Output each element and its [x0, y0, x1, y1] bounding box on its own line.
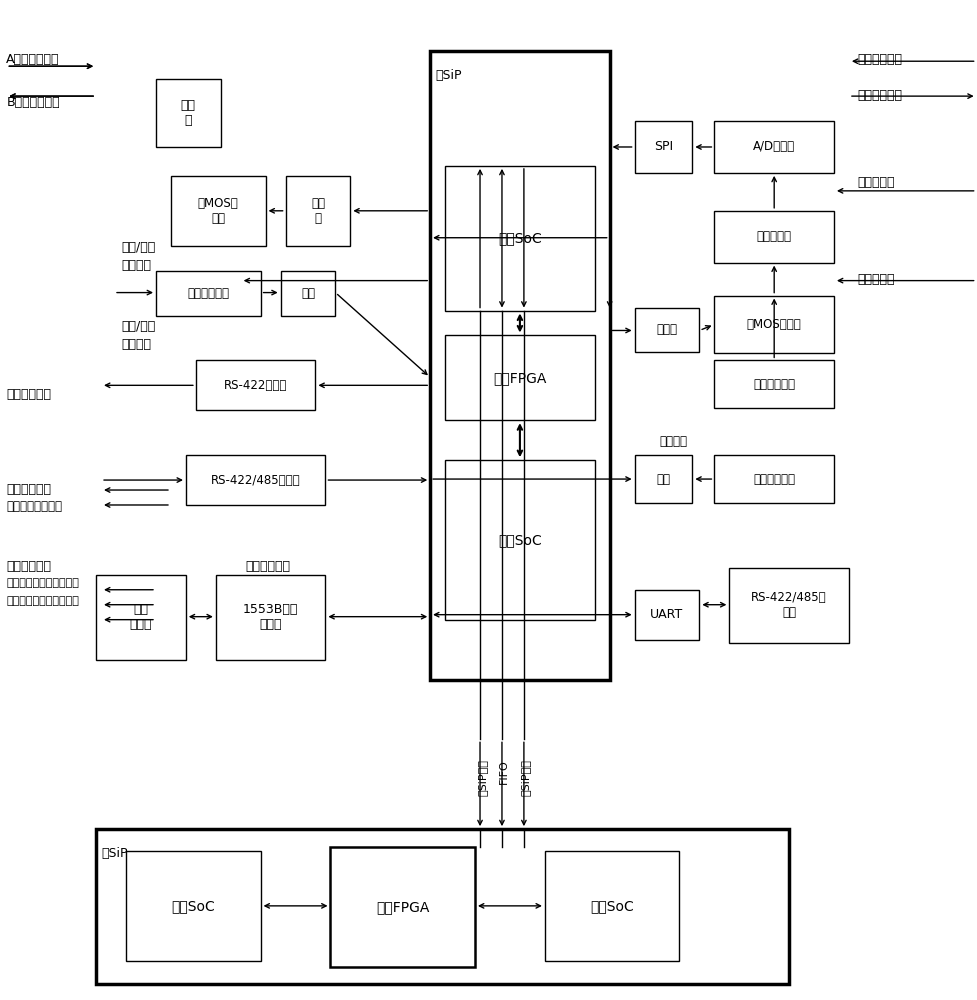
- Text: 火工品母线配电控制信号: 火工品母线配电控制信号: [7, 578, 79, 588]
- Text: UART: UART: [650, 608, 683, 621]
- Text: A/D转换器: A/D转换器: [752, 140, 794, 153]
- Text: B通道总线接口: B通道总线接口: [7, 96, 60, 109]
- Bar: [96, 829, 788, 984]
- Text: 同步/对时: 同步/对时: [121, 241, 155, 254]
- Text: RS-422/485收发器: RS-422/485收发器: [211, 474, 300, 487]
- Text: 驱动
器: 驱动 器: [181, 99, 195, 127]
- Text: 差分信号: 差分信号: [121, 338, 150, 351]
- Text: 信号调理电路: 信号调理电路: [752, 378, 794, 391]
- Text: 第一SoC: 第一SoC: [497, 533, 541, 547]
- Bar: [544, 851, 679, 961]
- Bar: [216, 575, 325, 660]
- Text: 从SiP中断: 从SiP中断: [477, 759, 487, 796]
- Bar: [634, 455, 692, 503]
- Text: 火工品母线断电控制信号: 火工品母线断电控制信号: [7, 596, 79, 606]
- Text: 1553B总线
收发器: 1553B总线 收发器: [242, 603, 298, 631]
- Bar: [713, 455, 833, 503]
- Text: 差分输出信号: 差分输出信号: [856, 89, 901, 102]
- Text: SPI: SPI: [654, 140, 672, 153]
- Text: 第一FPGA: 第一FPGA: [492, 371, 546, 385]
- Text: FIFO: FIFO: [498, 759, 508, 784]
- Text: 总线电阻切换信号: 总线电阻切换信号: [7, 500, 63, 513]
- Bar: [280, 271, 335, 316]
- Bar: [445, 335, 594, 420]
- Text: RS-422发送器: RS-422发送器: [224, 379, 287, 392]
- Text: 第四SoC: 第四SoC: [171, 899, 215, 913]
- Text: 信号调理电路: 信号调理电路: [188, 287, 229, 300]
- Text: 开关量信号: 开关量信号: [856, 273, 894, 286]
- Bar: [155, 271, 261, 316]
- Text: 差分输入信号: 差分输入信号: [856, 53, 901, 66]
- Text: 同步/对时: 同步/对时: [121, 320, 155, 334]
- Text: 第二FPGA: 第二FPGA: [376, 900, 429, 914]
- Bar: [155, 79, 221, 147]
- Bar: [634, 121, 692, 173]
- Bar: [171, 176, 266, 246]
- Bar: [195, 360, 316, 410]
- Bar: [445, 166, 594, 311]
- Text: 从SiP: 从SiP: [101, 847, 127, 860]
- Bar: [330, 847, 475, 967]
- Text: A通道总线接口: A通道总线接口: [7, 53, 60, 66]
- Text: 主SiP: 主SiP: [435, 69, 461, 82]
- Bar: [713, 211, 833, 263]
- Bar: [713, 360, 833, 408]
- Bar: [729, 568, 848, 643]
- Bar: [713, 296, 833, 353]
- Text: 隔离
变压器: 隔离 变压器: [130, 603, 152, 631]
- Text: 时序控制信号: 时序控制信号: [7, 483, 52, 496]
- Text: 主SiP中断: 主SiP中断: [521, 759, 531, 796]
- Text: 待测电压量: 待测电压量: [856, 176, 894, 189]
- Text: 隔离放大器: 隔离放大器: [756, 230, 790, 243]
- Bar: [430, 51, 609, 680]
- Text: 转电控制信号: 转电控制信号: [7, 560, 52, 573]
- Text: 驱动
器: 驱动 器: [311, 197, 324, 225]
- Text: 第三SoC: 第三SoC: [590, 899, 633, 913]
- Bar: [96, 575, 186, 660]
- Text: 光MOS继电器: 光MOS继电器: [746, 318, 801, 331]
- Text: 差分信号: 差分信号: [121, 259, 150, 272]
- Text: 光MOS继
电器: 光MOS继 电器: [197, 197, 238, 225]
- Bar: [634, 308, 699, 352]
- Text: 信号调理电路: 信号调理电路: [752, 473, 794, 486]
- Bar: [186, 455, 325, 505]
- Text: 光耦: 光耦: [301, 287, 315, 300]
- Text: 配电控制信号: 配电控制信号: [245, 560, 290, 573]
- Text: RS-422/485收
发器: RS-422/485收 发器: [750, 591, 827, 619]
- Text: 第二SoC: 第二SoC: [497, 231, 541, 245]
- Bar: [285, 176, 350, 246]
- Text: 光耦: 光耦: [656, 473, 670, 486]
- Bar: [445, 460, 594, 620]
- Text: 驱动器: 驱动器: [656, 323, 677, 336]
- Bar: [713, 121, 833, 173]
- Bar: [126, 851, 261, 961]
- Text: 通道切换: 通道切换: [658, 435, 687, 448]
- Bar: [634, 590, 699, 640]
- Text: 外安安控命令: 外安安控命令: [7, 388, 52, 401]
